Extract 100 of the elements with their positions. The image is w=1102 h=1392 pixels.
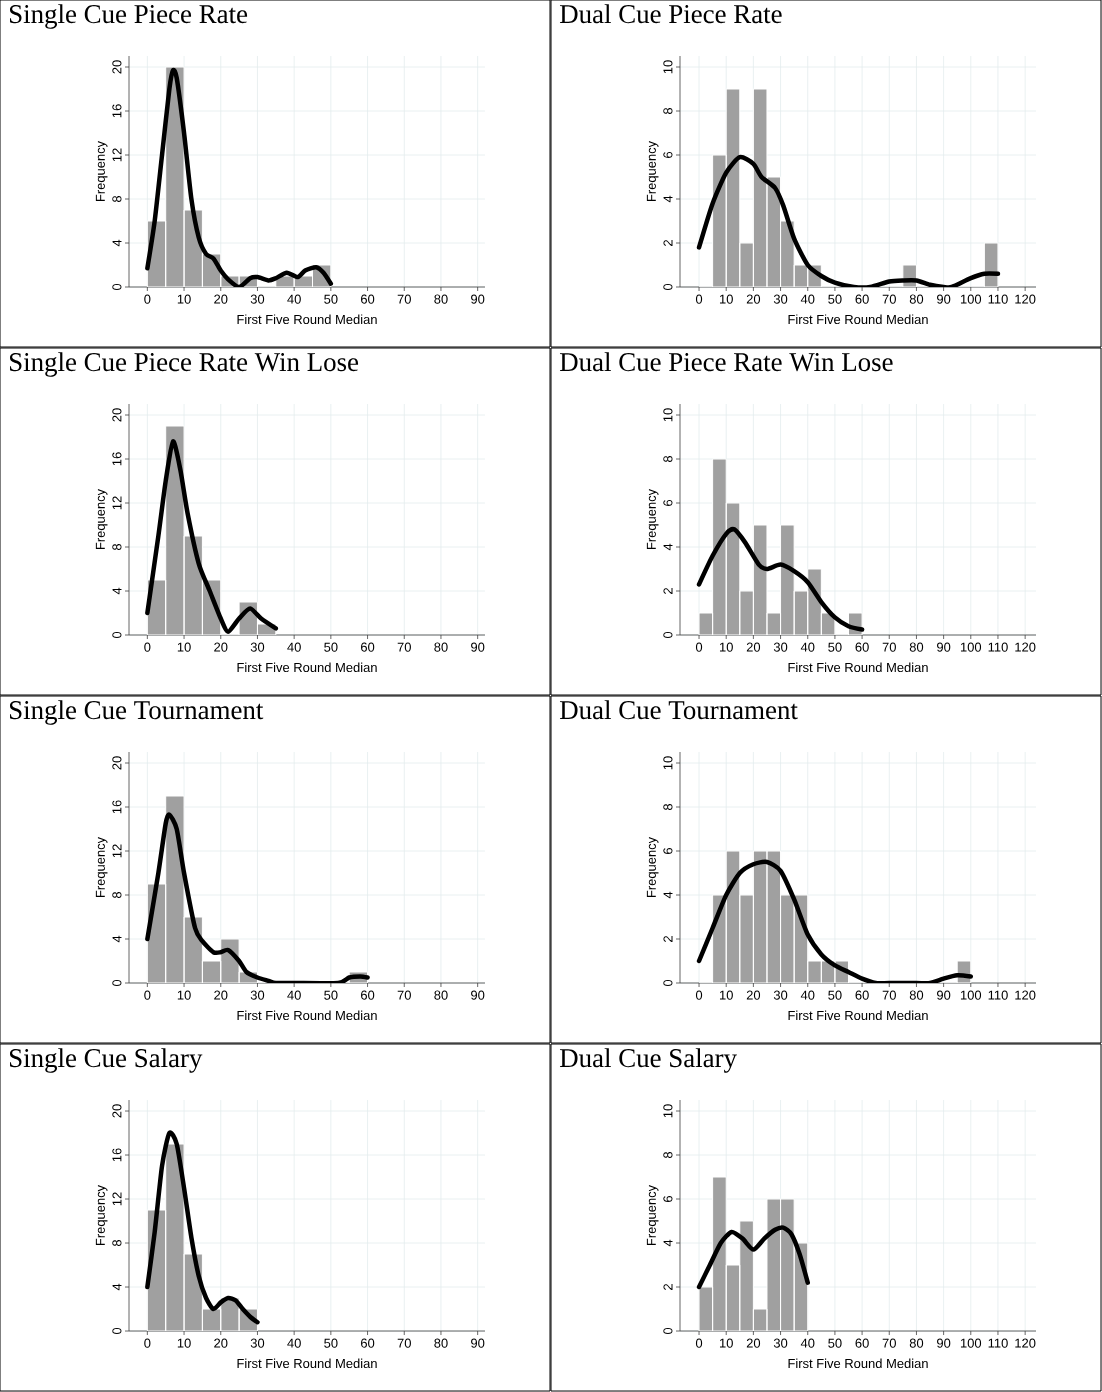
x-tick-label: 10 xyxy=(719,990,733,1000)
x-tick-label: 0 xyxy=(144,990,151,1000)
y-tick-label: 20 xyxy=(112,1104,122,1118)
x-tick-label: 50 xyxy=(828,990,842,1000)
x-tick-label: 60 xyxy=(855,1338,869,1348)
x-tick-label: 30 xyxy=(250,990,265,1000)
x-tick-label: 80 xyxy=(434,294,448,304)
x-tick-label: 40 xyxy=(287,990,301,1000)
x-tick-label: 60 xyxy=(361,1338,375,1348)
y-tick-label: 4 xyxy=(112,239,122,247)
x-tick-label: 20 xyxy=(214,642,228,652)
x-tick-label: 30 xyxy=(773,990,788,1000)
x-tick-label: 50 xyxy=(828,1338,842,1348)
x-tick-label: 40 xyxy=(287,642,301,652)
x-tick-label: 70 xyxy=(397,990,411,1000)
y-tick-label: 2 xyxy=(663,936,673,942)
x-tick-label: 110 xyxy=(988,294,1008,304)
x-tick-label: 90 xyxy=(937,990,951,1000)
x-tick-label: 110 xyxy=(988,642,1008,652)
y-tick-label: 2 xyxy=(663,588,673,594)
x-tick-label: 0 xyxy=(144,1338,151,1348)
x-tick-label: 40 xyxy=(800,990,815,1000)
x-tick-label: 40 xyxy=(800,642,815,652)
y-axis-title: Frequency xyxy=(95,140,108,202)
chart-title: Dual Cue Tournament xyxy=(559,700,798,720)
line-series xyxy=(696,154,1001,287)
y-tick-label: 4 xyxy=(112,935,122,943)
x-tick-label: 120 xyxy=(1015,1338,1036,1348)
y-tick-label: 0 xyxy=(663,979,673,987)
chart-title: Single Cue Salary xyxy=(9,1048,203,1073)
y-tick-label: 6 xyxy=(663,847,673,854)
y-tick-label: 4 xyxy=(663,891,673,899)
x-tick-label: 0 xyxy=(695,990,703,1000)
x-axis-title: First Five Round Median xyxy=(788,1010,928,1021)
x-tick-label: 80 xyxy=(909,294,924,304)
y-tick-label: 0 xyxy=(112,1327,122,1335)
y-axis-title: Frequency xyxy=(646,488,659,550)
x-tick-label: 90 xyxy=(937,294,951,304)
x-axis-title: First Five Round Median xyxy=(237,314,377,325)
x-tick-label: 40 xyxy=(287,294,301,304)
x-tick-label: 80 xyxy=(909,990,924,1000)
x-tick-label: 60 xyxy=(361,990,375,1000)
x-axis-title: First Five Round Median xyxy=(788,314,928,325)
x-tick-label: 100 xyxy=(960,1338,982,1348)
x-tick-label: 30 xyxy=(773,642,788,652)
x-tick-label: 70 xyxy=(882,294,896,304)
y-axis-title: Frequency xyxy=(646,1184,659,1246)
y-tick-label: 12 xyxy=(112,148,122,162)
y-tick-label: 10 xyxy=(663,756,673,770)
x-tick-label: 90 xyxy=(471,294,485,304)
x-tick-label: 50 xyxy=(828,642,842,652)
y-tick-label: 12 xyxy=(112,1192,122,1206)
x-tick-label: 10 xyxy=(177,1338,191,1348)
x-tick-label: 80 xyxy=(434,642,448,652)
y-axis-title: Frequency xyxy=(646,836,659,898)
y-tick-label: 0 xyxy=(663,1327,673,1335)
y-tick-label: 2 xyxy=(663,1284,673,1290)
x-tick-label: 30 xyxy=(250,642,265,652)
x-tick-label: 20 xyxy=(746,294,761,304)
y-tick-label: 8 xyxy=(663,107,673,115)
y-tick-label: 8 xyxy=(663,455,673,463)
x-tick-label: 80 xyxy=(434,1338,448,1348)
chart-title: Single Cue Piece Rate Win Lose xyxy=(9,352,359,377)
x-tick-label: 70 xyxy=(882,990,896,1000)
x-tick-label: 30 xyxy=(250,1338,265,1348)
x-tick-label: 80 xyxy=(909,642,924,652)
y-axis-title: Frequency xyxy=(646,140,659,202)
x-axis-title: First Five Round Median xyxy=(788,1358,928,1369)
x-tick-label: 90 xyxy=(937,1338,951,1348)
x-tick-label: 30 xyxy=(773,1338,788,1348)
line-series xyxy=(696,859,974,984)
y-tick-label: 12 xyxy=(112,844,122,858)
x-tick-label: 50 xyxy=(324,990,338,1000)
y-tick-label: 8 xyxy=(112,891,122,899)
y-tick-label: 16 xyxy=(112,1148,122,1162)
x-tick-label: 10 xyxy=(719,294,733,304)
y-tick-label: 4 xyxy=(112,1283,122,1291)
y-tick-label: 0 xyxy=(663,631,673,639)
chart-title: Dual Cue Salary xyxy=(559,1048,737,1073)
y-tick-label: 10 xyxy=(663,408,673,422)
x-axis-title: First Five Round Median xyxy=(237,1358,377,1369)
x-tick-label: 50 xyxy=(324,1338,338,1348)
x-tick-label: 90 xyxy=(937,642,951,652)
line-series xyxy=(145,68,334,287)
y-tick-label: 16 xyxy=(112,452,122,466)
x-tick-label: 40 xyxy=(287,1338,301,1348)
x-tick-label: 60 xyxy=(361,294,375,304)
y-axis-title: Frequency xyxy=(95,836,108,898)
chart-title: Dual Cue Piece Rate xyxy=(559,4,782,24)
x-tick-label: 60 xyxy=(855,990,869,1000)
x-tick-label: 100 xyxy=(960,294,982,304)
x-tick-label: 110 xyxy=(988,1338,1008,1348)
x-axis-title: First Five Round Median xyxy=(237,662,377,673)
x-tick-label: 0 xyxy=(695,294,703,304)
y-tick-label: 4 xyxy=(663,195,673,203)
x-tick-label: 10 xyxy=(177,294,191,304)
y-tick-label: 6 xyxy=(663,499,673,506)
line-series xyxy=(145,439,279,634)
chart-title: Single Cue Tournament xyxy=(9,700,264,725)
y-tick-label: 10 xyxy=(663,1104,673,1118)
